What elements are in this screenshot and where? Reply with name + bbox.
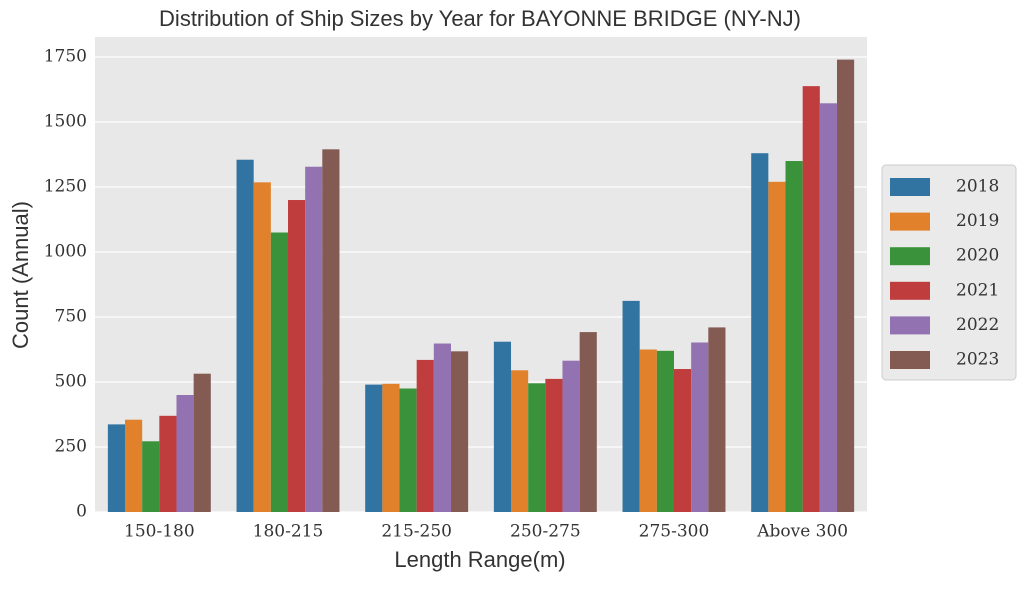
x-tick-label: 250-275 [510, 522, 581, 542]
bar [125, 419, 143, 512]
bar [450, 351, 469, 512]
bar [322, 149, 340, 512]
legend-label: 2019 [956, 211, 999, 231]
y-tick-label: 1250 [44, 177, 87, 197]
plot-area [95, 37, 867, 512]
bar [691, 342, 709, 512]
bar [768, 181, 786, 512]
bar [656, 350, 674, 512]
y-tick-label: 500 [55, 372, 87, 392]
legend-swatch [890, 178, 930, 196]
bar [288, 200, 306, 513]
chart-title: Distribution of Ship Sizes by Year for B… [159, 6, 801, 31]
bar [433, 343, 451, 512]
bar [365, 384, 383, 512]
legend-label: 2022 [956, 315, 999, 335]
bar [511, 370, 529, 512]
bar [270, 232, 288, 512]
bar [836, 59, 855, 512]
y-tick-label: 750 [55, 307, 87, 327]
y-tick-label: 1500 [44, 112, 87, 132]
x-tick-label: 150-180 [124, 522, 195, 542]
bar [159, 415, 177, 512]
bar [305, 166, 323, 512]
y-tick-label: 1000 [44, 242, 87, 262]
legend-box [881, 164, 1017, 381]
bar [176, 395, 194, 512]
bar [399, 388, 417, 512]
bar [193, 373, 211, 512]
bar [528, 383, 546, 512]
bar [785, 161, 803, 513]
bar [493, 341, 512, 512]
legend-label: 2023 [956, 350, 999, 370]
x-tick-label: 180-215 [253, 522, 324, 542]
bar [802, 86, 820, 512]
x-tick-label: 275-300 [639, 522, 710, 542]
legend-label: 2018 [956, 177, 999, 197]
bar [579, 332, 597, 512]
y-tick-label: 250 [55, 437, 87, 457]
bar [622, 300, 640, 512]
bar [674, 369, 692, 512]
bar [107, 424, 126, 512]
bar [708, 327, 726, 512]
legend-swatch [890, 316, 930, 335]
y-tick-label: 1750 [44, 47, 87, 67]
bar [382, 383, 400, 512]
legend-label: 2020 [956, 246, 999, 266]
bar [819, 103, 837, 512]
bar [236, 159, 254, 512]
bar [751, 153, 769, 513]
x-axis-label: Length Range(m) [394, 547, 565, 572]
bar [639, 349, 657, 512]
x-tick-label: 215-250 [381, 522, 452, 542]
legend-label: 2021 [956, 280, 999, 300]
x-tick-label: Above 300 [756, 522, 848, 542]
legend-swatch [890, 212, 930, 231]
y-axis-label: Count (Annual) [8, 201, 33, 349]
legend-swatch [890, 281, 930, 300]
bar [545, 378, 563, 512]
bar [253, 182, 271, 513]
legend-swatch [890, 351, 930, 369]
bar [142, 441, 160, 512]
bar [416, 359, 434, 512]
y-tick-label: 0 [76, 502, 87, 522]
bar [562, 360, 580, 512]
legend-swatch [890, 247, 930, 266]
